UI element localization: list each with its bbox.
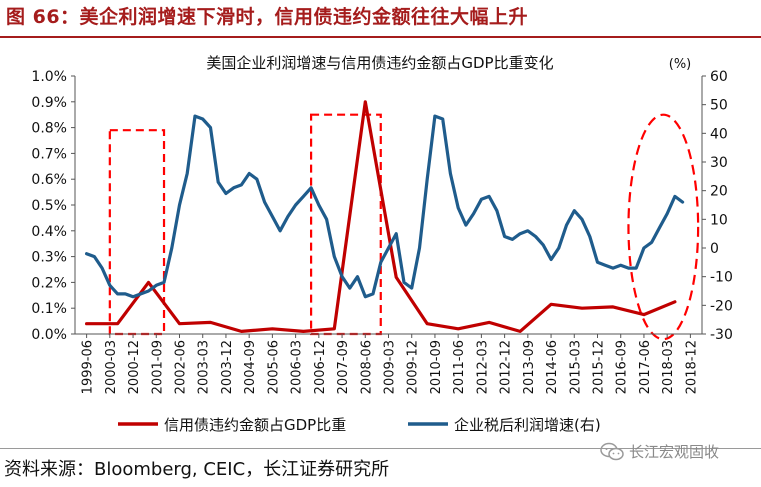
x-axis-tick-label: 2008-06: [359, 340, 374, 394]
x-axis-tick-label: 2009-03: [383, 340, 398, 394]
left-axis-tick-label: 1.0%: [31, 69, 67, 85]
x-axis-tick-label: 2001-09: [150, 340, 165, 394]
x-axis-tick-label: 2012-03: [475, 340, 490, 394]
right-axis-tick-label: 20: [710, 184, 728, 200]
x-axis-tick-label: 2007-09: [336, 340, 351, 394]
x-axis-tick-label: 2010-09: [429, 340, 444, 394]
x-axis-tick-label: 2002-06: [174, 340, 189, 394]
x-axis-tick-label: 2012-12: [499, 340, 514, 394]
axes: [71, 75, 706, 338]
x-axis-tick-label: 2011-06: [452, 340, 467, 394]
footer-rule: [0, 448, 761, 449]
source-note: 资料来源：Bloomberg, CEIC，长江证券研究所: [4, 459, 390, 480]
left-axis-tick-label: 0.9%: [31, 95, 67, 111]
left-axis-tick-label: 0.6%: [31, 172, 67, 188]
dashed-highlight-box: [309, 113, 382, 336]
x-axis-tick-label: 2015-03: [568, 340, 583, 394]
x-axis-tick-label: 2018-12: [684, 340, 699, 394]
x-axis-tick-label: 2006-03: [290, 340, 305, 394]
x-axis-tick-label: 2000-12: [127, 340, 142, 394]
right-axis-tick-label: -30: [710, 327, 733, 343]
left-axis-tick-label: 0.2%: [31, 275, 67, 291]
left-axis-tick-label: 0.5%: [31, 198, 67, 214]
legend-label: 企业税后利润增速(右): [454, 416, 601, 434]
x-axis-tick-labels: 1999-06 2000-03 2000-12 2001-09 2002-06 2003-…: [81, 340, 700, 394]
right-axis-tick-label: 60: [710, 69, 728, 85]
x-axis-tick-label: 2009-12: [406, 340, 421, 394]
annotations: [108, 113, 700, 341]
x-axis-tick-label: 2016-09: [615, 340, 630, 394]
title-rule: [0, 36, 761, 38]
x-axis-tick-label: 2014-06: [545, 340, 560, 394]
left-axis-tick-label: 0.0%: [31, 327, 67, 343]
left-axis-tick-label: 0.1%: [31, 301, 67, 317]
default-ratio-line: [85, 100, 677, 333]
x-axis-tick-label: 2015-12: [592, 340, 607, 394]
dashed-highlight-box: [108, 129, 166, 336]
right-axis-tick-label: 40: [710, 126, 728, 142]
right-axis-unit-label: (%): [669, 57, 692, 72]
left-axis-tick-label: 0.4%: [31, 224, 67, 240]
right-axis-tick-label: -10: [710, 270, 733, 286]
x-axis-tick-label: 2003-12: [220, 340, 235, 394]
left-axis-tick-label: 0.7%: [31, 146, 67, 162]
figure-title: 图 66：美企利润增速下滑时，信用债违约金额往往大幅上升: [6, 6, 529, 28]
watermark: 长江宏观固收: [600, 441, 719, 462]
chart-title: 美国企业利润增速与信用债违约金额占GDP比重变化: [206, 54, 553, 72]
x-axis-tick-label: 2003-03: [197, 340, 212, 394]
x-axis-tick-label: 2018-03: [661, 340, 676, 394]
left-axis-tick-label: 0.3%: [31, 250, 67, 266]
right-axis-tick-label: -20: [710, 298, 733, 314]
wechat-icon: [600, 442, 624, 460]
x-axis-tick-label: 2000-03: [104, 340, 119, 394]
watermark-text: 长江宏观固收: [629, 443, 720, 461]
left-axis-tick-labels: 0.0% 0.1% 0.2% 0.3% 0.4% 0.5% 0.6% 0.7% 0.8% 0.9%…: [31, 69, 67, 343]
x-axis-tick-label: 2004-09: [243, 340, 258, 394]
right-axis-tick-label: 0: [710, 241, 719, 257]
left-axis-tick-label: 0.8%: [31, 121, 67, 137]
series-layer: [85, 100, 685, 333]
x-axis-tick-label: 2013-09: [522, 340, 537, 394]
legend-label: 信用债违约金额占GDP比重: [164, 416, 346, 434]
right-axis-tick-label: 10: [710, 212, 728, 228]
dashed-highlight-ellipse: [627, 113, 700, 341]
x-axis-tick-label: 2006-12: [313, 340, 328, 394]
profit-growth-line: [85, 114, 685, 299]
legend: 信用债违约金额占GDP比重 企业税后利润增速(右): [118, 416, 601, 434]
x-axis-tick-label: 2005-06: [266, 340, 281, 394]
x-axis-tick-label: 1999-06: [81, 340, 96, 394]
right-axis-tick-label: 30: [710, 155, 728, 171]
x-axis-tick-label: 2017-06: [638, 340, 653, 394]
right-axis-tick-label: 50: [710, 98, 728, 114]
right-axis-tick-labels: -30 -20 -10 0 10 20 30 40 50 60: [710, 69, 733, 343]
